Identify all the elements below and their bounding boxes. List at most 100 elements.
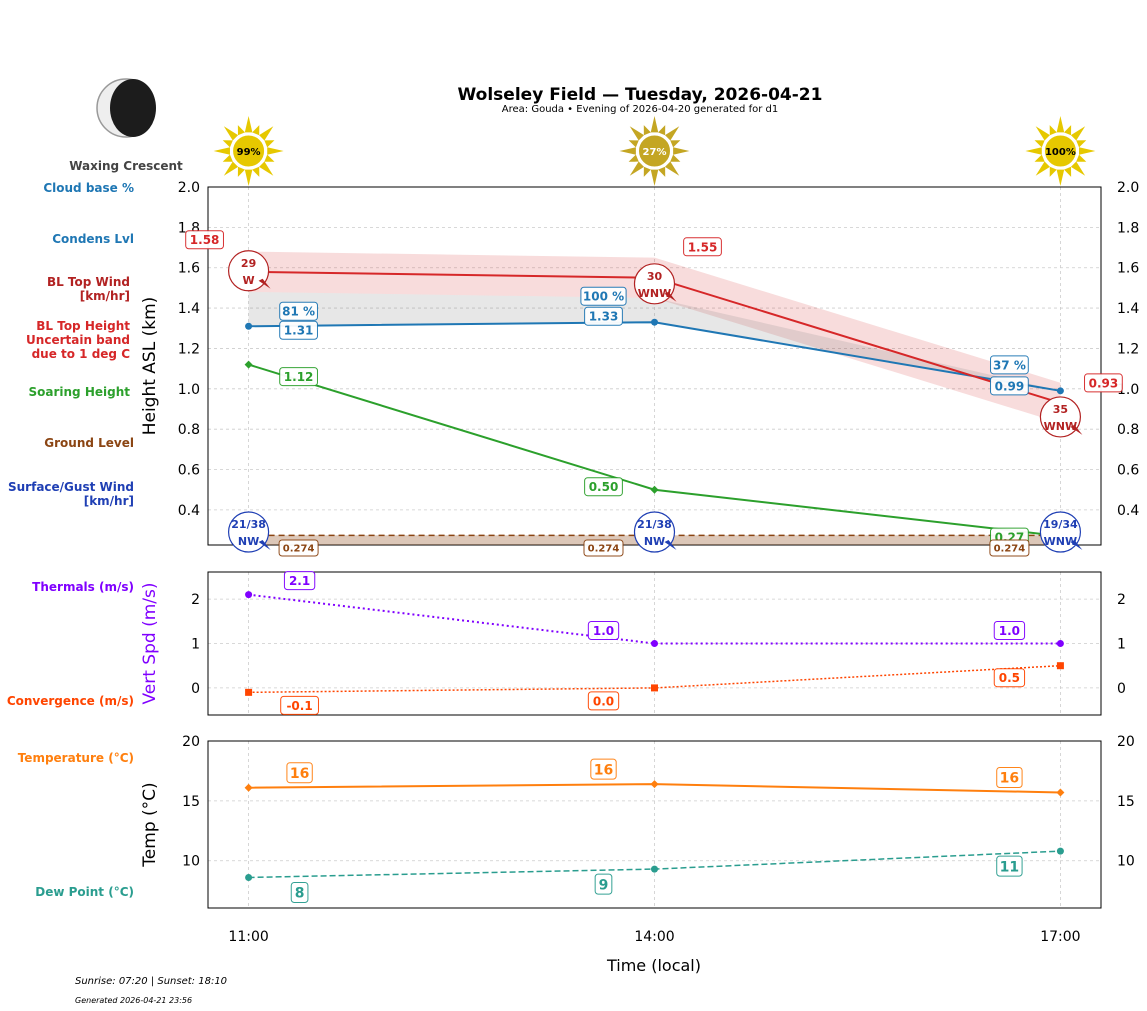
x-tick-label: 11:00 [228, 929, 268, 945]
y-tick-label-left: 20 [182, 734, 200, 750]
x-tick-label: 17:00 [1040, 929, 1080, 945]
dewpoint-label-box [594, 873, 613, 895]
y-tick-label-left: 2.0 [178, 180, 200, 196]
label-ground-level: Ground Level [44, 436, 134, 450]
y-tick-label-left: 0.4 [178, 503, 200, 519]
label-convergence: Convergence (m/s) [7, 694, 134, 708]
thermals-label: 1.0 [593, 624, 614, 638]
label-thermals: Thermals (m/s) [32, 580, 134, 594]
cloud-base-pct-label-box [580, 286, 627, 306]
y-tick-label-right: 1 [1117, 637, 1126, 653]
y-tick-label-left: 1.6 [178, 261, 200, 277]
thermals-line [248, 593, 1061, 645]
moon-waxing-crescent-icon [96, 78, 156, 138]
y-tick-label-left: 15 [182, 794, 200, 810]
bl-top-label: 0.93 [1089, 376, 1119, 390]
y-tick-label-left: 1.2 [178, 341, 200, 357]
cloud-base-pct-label-box [279, 301, 318, 321]
generated-time: Generated 2026-04-21 23:56 [75, 996, 192, 1005]
soaring-height-line [248, 363, 1061, 538]
soaring-label-box [584, 477, 623, 497]
dewpoint-point [245, 873, 253, 881]
sun-percent: 99% [237, 147, 261, 158]
sun-icon [1025, 116, 1096, 186]
moon-phase-label: Waxing Crescent [69, 159, 183, 173]
thermals-label-box [283, 571, 316, 591]
x-tick-label: 14:00 [634, 929, 674, 945]
sun-icon [619, 116, 690, 186]
thermals-point [651, 640, 658, 647]
bl-top-label-box [185, 230, 224, 250]
condens-label: 0.99 [995, 379, 1025, 393]
bl-wind-arrow-icon [1070, 424, 1083, 435]
y-tick-label-right: 2.0 [1117, 180, 1139, 196]
y-tick-label-right: 20 [1117, 734, 1135, 750]
bl-top-label: 1.55 [688, 240, 718, 254]
condens-label-box [990, 376, 1029, 396]
surface-wind-speed: 19/34 [1043, 518, 1078, 531]
temperature-label-box [996, 766, 1023, 788]
y-tick-label-left: 10 [182, 854, 200, 870]
thermals-label-box [993, 621, 1026, 640]
bl-top-label-box [1084, 373, 1123, 393]
dewpoint-point [651, 865, 658, 873]
condens-point [245, 322, 253, 330]
dewpoint-label: 11 [1000, 859, 1019, 875]
surface-wind-direction: WNW [1044, 535, 1077, 548]
condens-label: 1.33 [589, 310, 619, 324]
y-tick-label-left: 1.4 [178, 301, 200, 317]
label-dewpoint: Dew Point (°C) [35, 885, 134, 899]
y-tick-label-right: 0.8 [1117, 422, 1139, 438]
y-tick-label-right: 2 [1117, 592, 1126, 608]
soaring-label: 0.50 [589, 480, 619, 494]
bl-wind-speed: 29 [241, 257, 256, 270]
bl-top-label: 1.58 [190, 233, 220, 247]
dewpoint-label-box [290, 881, 309, 903]
bl-wind-arrow-icon [664, 291, 677, 302]
convergence-label: 0.5 [999, 671, 1020, 685]
ground-label-box [583, 539, 624, 557]
dewpoint-label: 9 [599, 877, 609, 893]
bl-wind-speed: 30 [647, 270, 663, 283]
soaring-label-box [279, 367, 318, 387]
temperature-point [244, 783, 253, 792]
y-tick-label-right: 1.6 [1117, 261, 1139, 277]
ground-label: 0.274 [588, 544, 620, 555]
bl-wind-arrow-icon [258, 278, 271, 289]
label-soaring-height: Soaring Height [29, 385, 131, 399]
bl-wind-speed: 35 [1053, 403, 1068, 416]
y-tick-label-left: 0.8 [178, 422, 200, 438]
y-axis-label: Vert Spd (m/s) [140, 582, 160, 704]
convergence-point [1056, 662, 1064, 670]
soaring-point [244, 360, 253, 369]
x-axis-label: Time (local) [606, 956, 701, 975]
surface-wind-direction: NW [644, 535, 665, 548]
chart-subtitle: Area: Gouda • Evening of 2026-04-20 gene… [502, 104, 778, 115]
sun-disc [232, 134, 266, 168]
sun-disc [1043, 134, 1077, 168]
convergence-label-box [993, 668, 1026, 688]
ground-label: 0.274 [283, 544, 315, 555]
surface-wind-arrow-icon [258, 540, 271, 550]
sun-percent: 27% [643, 147, 667, 158]
y-tick-label-left: 1 [191, 637, 200, 653]
label-condens-level: Condens Lvl [52, 232, 134, 246]
bl-wind-direction: WNW [1044, 420, 1077, 433]
surface-wind-direction: NW [238, 535, 259, 548]
cloud-base-pct-label: 81 % [282, 305, 315, 319]
sun-disc [638, 134, 671, 168]
y-tick-label-right: 1.4 [1117, 301, 1139, 317]
surface-wind-speed: 21/38 [231, 518, 266, 531]
bl-wind-direction: WNW [638, 287, 671, 300]
plot-frame [207, 571, 1102, 716]
chart-title: Wolseley Field — Tuesday, 2026-04-21 [458, 85, 823, 105]
convergence-label-box [280, 695, 319, 715]
y-tick-label-right: 1.8 [1117, 220, 1139, 236]
plot-frame [207, 740, 1102, 909]
ground-label-box [278, 539, 319, 557]
ground-label-box [989, 539, 1030, 557]
thermals-label: 1.0 [999, 624, 1020, 638]
cloud-base-pct-label: 100 % [583, 290, 624, 304]
label-temperature: Temperature (°C) [18, 751, 134, 765]
convergence-label: 0.0 [593, 694, 614, 708]
